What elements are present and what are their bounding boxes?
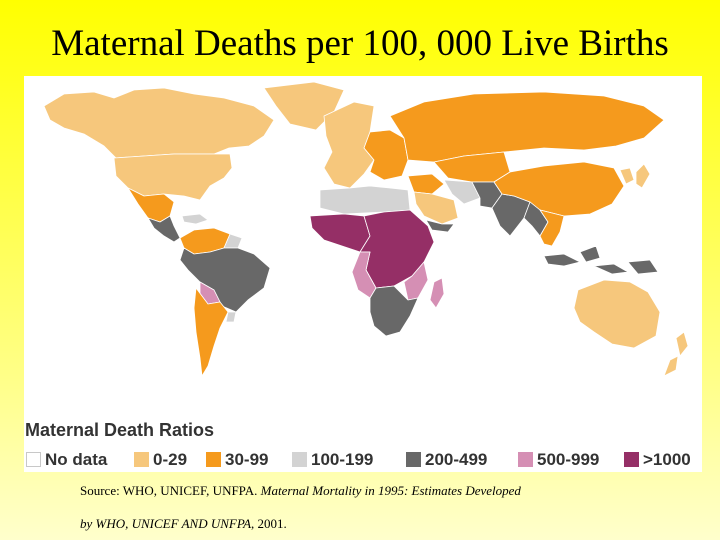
legend-swatch-500-999 (518, 452, 533, 467)
legend-swatch-200-499 (406, 452, 421, 467)
map-region-australia (573, 279, 661, 349)
legend-label-500-999: 500-999 (537, 450, 600, 469)
map-region-caribbean (181, 213, 209, 225)
map-region-eastern-europe (363, 129, 409, 181)
legend-swatch-0-29 (134, 452, 149, 467)
map-region-brazil-andes (179, 247, 271, 313)
slide-title: Maternal Deaths per 100, 000 Live Births (51, 23, 669, 64)
map-region-north-africa (319, 185, 411, 215)
legend-label-over-1000: >1000 (643, 450, 691, 469)
source-suffix: , 2001. (251, 516, 287, 531)
source-prefix: Source: WHO, UNICEF, UNFPA. (80, 483, 261, 498)
map-region-western-europe (323, 101, 375, 189)
legend-label-100-199: 100-199 (311, 450, 374, 469)
source-publication-part2: by WHO, UNICEF AND UNFPA (80, 516, 252, 531)
map-region-india (491, 193, 531, 237)
legend-swatch-30-99 (206, 452, 221, 467)
map-region-thailand-vietnam (539, 209, 565, 247)
legend-swatch-100-199 (292, 452, 307, 467)
map-region-southern-africa (369, 285, 419, 337)
legend-swatch-no-data (26, 452, 41, 467)
map-region-west-africa (309, 213, 371, 253)
map-region-middle-east (407, 173, 445, 195)
map-region-madagascar (429, 277, 445, 309)
legend-label-30-99: 30-99 (225, 450, 269, 469)
map-region-japan-korea (619, 163, 651, 189)
map-region-central-america (147, 215, 181, 243)
map-region-russia (389, 91, 665, 163)
map-region-yemen (425, 219, 455, 233)
source-publication-part1: Maternal Mortality in 1995: Estimates De… (260, 483, 521, 498)
map-region-china (493, 161, 625, 217)
legend-label-0-29: 0-29 (153, 450, 188, 469)
legend-title: Maternal Death Ratios (25, 420, 215, 440)
map-region-uruguay (225, 311, 237, 323)
legend-label-200-499: 200-499 (425, 450, 488, 469)
map-region-new-zealand (663, 331, 689, 377)
map-region-southern-cone (193, 287, 229, 377)
map-region-indonesia-png (543, 245, 659, 275)
world-map (43, 81, 689, 377)
legend-swatch-over-1000 (624, 452, 639, 467)
map-region-saudi-arabia (413, 191, 459, 225)
map-panel: Maternal Death Ratios No data 0-29 30-99… (24, 76, 702, 472)
source-note: Source: WHO, UNICEF, UNFPA. Maternal Mor… (80, 474, 680, 540)
legend-label-no-data: No data (45, 450, 108, 469)
map-region-iran (443, 179, 481, 205)
map-region-canada-alaska (43, 87, 275, 159)
